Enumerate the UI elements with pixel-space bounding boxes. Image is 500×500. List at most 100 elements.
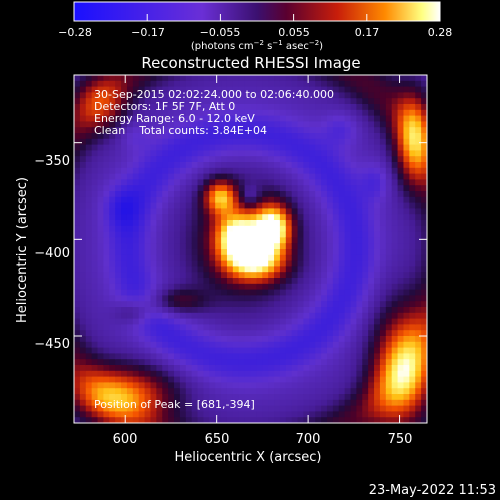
heatmap-cell <box>303 127 310 134</box>
heatmap-cell <box>368 260 375 267</box>
heatmap-cell <box>338 115 346 122</box>
heatmap-cell <box>291 243 299 250</box>
heatmap-cell <box>232 347 240 354</box>
heatmap-cell <box>109 359 116 366</box>
heatmap-cell <box>115 196 122 204</box>
heatmap-cell <box>274 260 281 267</box>
heatmap-cell <box>121 156 128 163</box>
heatmap-cell <box>103 283 110 291</box>
heatmap-cell <box>215 185 222 192</box>
heatmap-cell <box>291 341 299 349</box>
heatmap-cell <box>338 301 346 308</box>
heatmap-cell <box>368 359 375 366</box>
heatmap-cell <box>326 80 334 88</box>
heatmap-cell <box>126 399 134 407</box>
heatmap-cell <box>185 301 193 308</box>
heatmap-cell <box>91 156 99 163</box>
heatmap-cell <box>379 75 387 82</box>
heatmap-cell <box>91 80 99 88</box>
heatmap-cell <box>356 249 363 256</box>
heatmap-cell <box>374 214 381 221</box>
heatmap-cell <box>179 243 187 250</box>
heatmap-cell <box>291 127 299 134</box>
heatmap-cell <box>121 278 128 285</box>
heatmap-cell <box>262 220 269 227</box>
heatmap-cell <box>226 109 234 117</box>
heatmap-cell <box>385 307 393 314</box>
heatmap-cell <box>291 179 299 186</box>
heatmap-cell <box>74 225 81 233</box>
heatmap-cell <box>179 336 187 343</box>
heatmap-cell <box>403 214 410 221</box>
heatmap-cell <box>162 237 169 244</box>
heatmap-cell <box>215 376 222 383</box>
heatmap-cell <box>156 214 163 221</box>
heatmap-cell <box>115 266 122 273</box>
heatmap-cell <box>409 225 416 233</box>
heatmap-cell <box>197 376 205 383</box>
heatmap-cell <box>185 208 193 215</box>
heatmap-cell <box>162 104 169 111</box>
heatmap-cell <box>191 399 199 407</box>
heatmap-cell <box>291 167 299 175</box>
heatmap-cell <box>268 121 275 128</box>
heatmap-cell <box>203 150 210 157</box>
heatmap-cell <box>232 138 240 146</box>
heatmap-cell <box>321 92 328 99</box>
heatmap-cell <box>403 121 410 128</box>
heatmap-cell <box>379 411 387 418</box>
heatmap-cell <box>232 278 240 285</box>
heatmap-cell <box>391 330 399 337</box>
heatmap-cell <box>226 121 234 128</box>
heatmap-cell <box>74 179 81 186</box>
heatmap-cell <box>344 127 352 134</box>
heatmap-cell <box>268 330 275 337</box>
heatmap-cell <box>344 347 352 354</box>
heatmap-cell <box>221 272 228 279</box>
heatmap-cell <box>168 86 175 93</box>
heatmap-cell <box>109 399 116 407</box>
heatmap-cell <box>321 208 328 215</box>
heatmap-cell <box>356 376 363 383</box>
heatmap-cell <box>391 318 399 325</box>
heatmap-cell <box>250 417 257 423</box>
heatmap-cell <box>132 231 140 238</box>
heatmap-cell <box>156 353 163 360</box>
heatmap-cell <box>379 225 387 233</box>
heatmap-cell <box>162 196 169 204</box>
heatmap-cell <box>268 86 275 93</box>
heatmap-cell <box>226 127 234 134</box>
heatmap-cell <box>85 312 93 320</box>
heatmap-cell <box>203 330 210 337</box>
heatmap-cell <box>215 237 222 244</box>
heatmap-cell <box>244 399 252 407</box>
heatmap-cell <box>197 411 205 418</box>
heatmap-cell <box>256 295 263 302</box>
heatmap-cell <box>315 324 322 331</box>
heatmap-cell <box>185 399 193 407</box>
heatmap-cell <box>421 196 427 204</box>
heatmap-cell <box>285 341 293 349</box>
heatmap-cell <box>221 301 228 308</box>
heatmap-cell <box>321 330 328 337</box>
heatmap-cell <box>232 98 240 105</box>
heatmap-cell <box>268 127 275 134</box>
heatmap-cell <box>379 80 387 88</box>
heatmap-cell <box>250 353 257 360</box>
heatmap-cell <box>374 272 381 279</box>
heatmap-cell <box>256 283 263 291</box>
heatmap-cell <box>297 98 305 105</box>
heatmap-cell <box>297 254 305 262</box>
heatmap-cell <box>115 283 122 291</box>
heatmap-cell <box>303 185 310 192</box>
heatmap-cell <box>168 237 175 244</box>
heatmap-cell <box>344 196 352 204</box>
heatmap-cell <box>97 167 105 175</box>
heatmap-cell <box>391 156 399 163</box>
heatmap-cell <box>344 359 352 366</box>
heatmap-cell <box>197 80 205 88</box>
heatmap-cell <box>115 324 122 331</box>
heatmap-cell <box>238 388 246 395</box>
heatmap-cell <box>103 243 110 250</box>
heatmap-cell <box>256 399 263 407</box>
